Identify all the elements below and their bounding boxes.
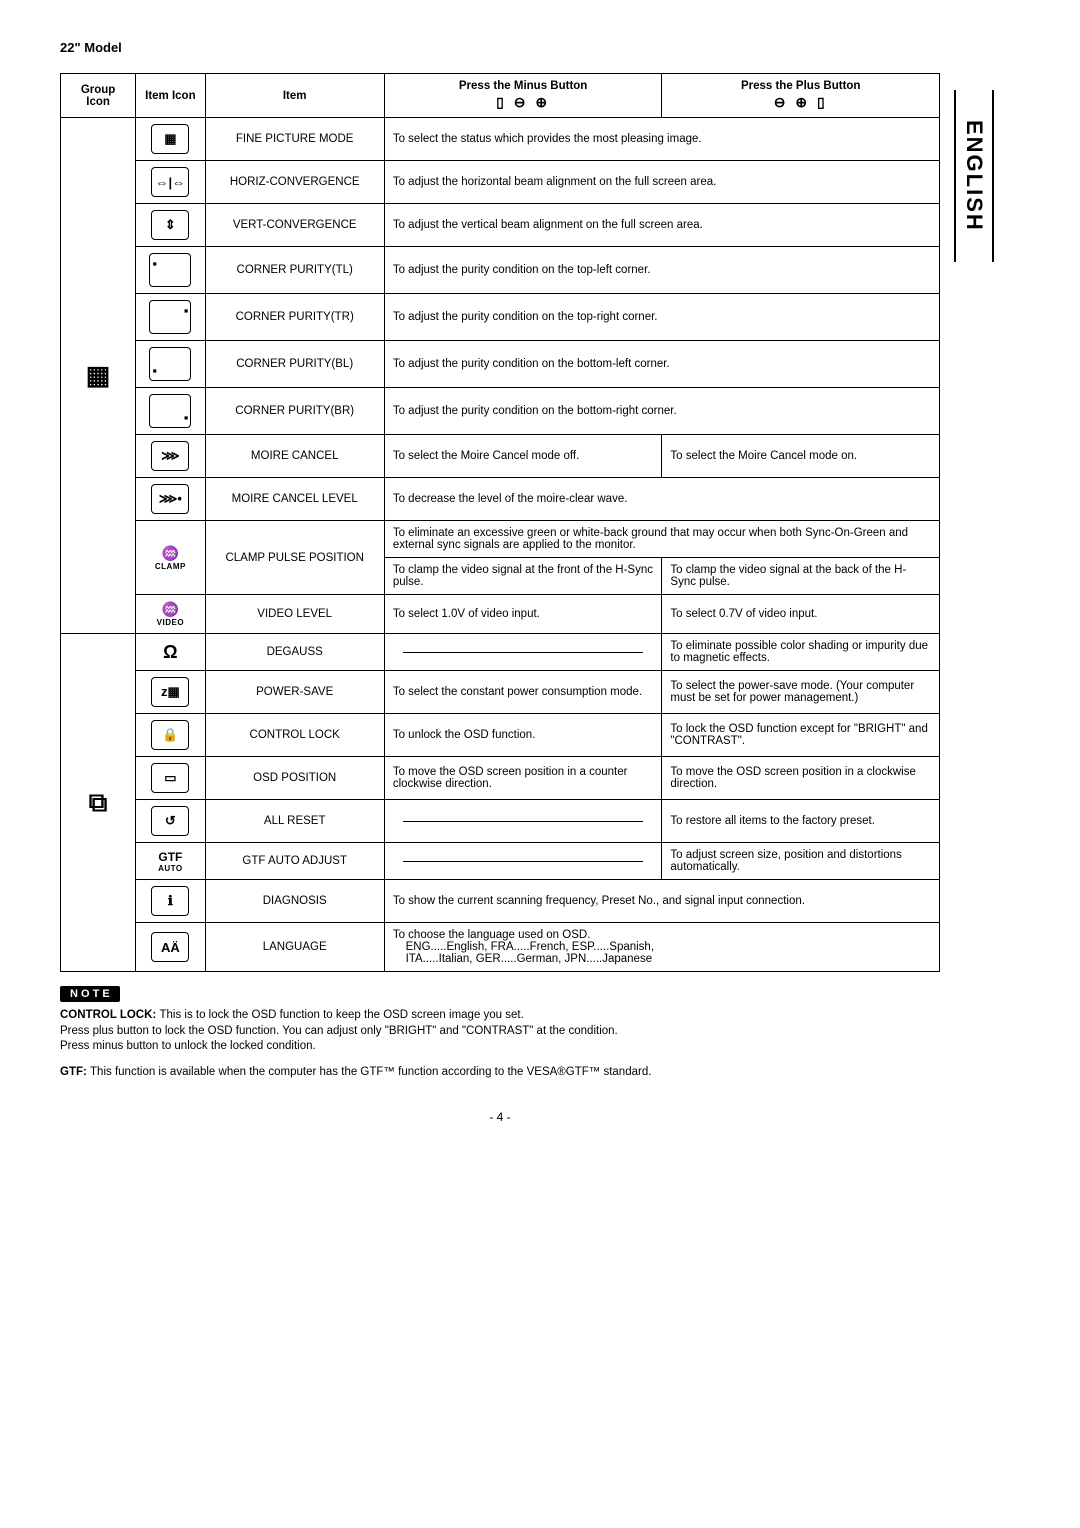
r15-plus: To move the OSD screen position in a clo… xyxy=(662,757,940,800)
th-item: Item xyxy=(205,74,384,118)
r13-plus: To select the power-save mode. (Your com… xyxy=(662,671,940,714)
r5-item: CORNER PURITY(TR) xyxy=(205,294,384,341)
r10-top: To eliminate an excessive green or white… xyxy=(384,521,939,558)
r17-plus: To adjust screen size, position and dist… xyxy=(662,843,940,880)
r14-plus: To lock the OSD function except for "BRI… xyxy=(662,714,940,757)
r2-desc: To adjust the horizontal beam alignment … xyxy=(384,161,939,204)
r5-icon: ▪ xyxy=(136,294,205,341)
r18-item: DIAGNOSIS xyxy=(205,880,384,923)
th-minus: Press the Minus Button ▯ ⊖ ⊕ xyxy=(384,74,662,118)
r11-item: VIDEO LEVEL xyxy=(205,595,384,634)
r16-plus: To restore all items to the factory pres… xyxy=(662,800,940,843)
r13-item: POWER-SAVE xyxy=(205,671,384,714)
r7-desc: To adjust the purity condition on the bo… xyxy=(384,388,939,435)
r19-icon: AÄ xyxy=(136,923,205,972)
r4-icon: ▪ xyxy=(136,247,205,294)
r17-item: GTF AUTO ADJUST xyxy=(205,843,384,880)
r16-item: ALL RESET xyxy=(205,800,384,843)
page-number: - 4 - xyxy=(60,1110,940,1124)
r2-item: HORIZ-CONVERGENCE xyxy=(205,161,384,204)
r12-minus xyxy=(384,634,662,671)
r19-item: LANGUAGE xyxy=(205,923,384,972)
r6-icon: ▪ xyxy=(136,341,205,388)
model-title: 22" Model xyxy=(60,40,940,55)
r10-icon: ♒ CLAMP xyxy=(136,521,205,595)
r1-desc: To select the status which provides the … xyxy=(384,118,939,161)
r5-desc: To adjust the purity condition on the to… xyxy=(384,294,939,341)
r11-minus: To select 1.0V of video input. xyxy=(384,595,662,634)
r12-icon: Ω xyxy=(136,634,205,671)
group1-icon: ▦ xyxy=(86,360,111,391)
r7-icon: ▪ xyxy=(136,388,205,435)
r16-minus xyxy=(384,800,662,843)
r18-desc: To show the current scanning frequency, … xyxy=(384,880,939,923)
r3-icon: ⇕ xyxy=(136,204,205,247)
r2-icon: ⇔|⇔ xyxy=(136,161,205,204)
r11-plus: To select 0.7V of video input. xyxy=(662,595,940,634)
r15-icon: ▭ xyxy=(136,757,205,800)
r6-item: CORNER PURITY(BL) xyxy=(205,341,384,388)
group1-icon-cell: ▦ xyxy=(61,118,136,634)
r9-item: MOIRE CANCEL LEVEL xyxy=(205,478,384,521)
r17-minus xyxy=(384,843,662,880)
r1-item: FINE PICTURE MODE xyxy=(205,118,384,161)
r12-plus: To eliminate possible color shading or i… xyxy=(662,634,940,671)
th-plus-label: Press the Plus Button xyxy=(741,80,861,92)
r14-icon: 🔒 xyxy=(136,714,205,757)
r12-item: DEGAUSS xyxy=(205,634,384,671)
r9-desc: To decrease the level of the moire-clear… xyxy=(384,478,939,521)
r13-icon: z▦ xyxy=(136,671,205,714)
r19-desc: To choose the language used on OSD. ENG.… xyxy=(384,923,939,972)
r10-minus: To clamp the video signal at the front o… xyxy=(384,558,662,595)
r13-minus: To select the constant power consumption… xyxy=(384,671,662,714)
r15-minus: To move the OSD screen position in a cou… xyxy=(384,757,662,800)
plus-icon: ⊖ ⊕ ▯ xyxy=(774,94,828,111)
r17-icon: GTF AUTO xyxy=(136,843,205,880)
r18-icon: ℹ xyxy=(136,880,205,923)
r3-item: VERT-CONVERGENCE xyxy=(205,204,384,247)
th-plus: Press the Plus Button ⊖ ⊕ ▯ xyxy=(662,74,940,118)
r10-plus: To clamp the video signal at the back of… xyxy=(662,558,940,595)
r16-icon: ↺ xyxy=(136,800,205,843)
r11-icon: ♒ VIDEO xyxy=(136,595,205,634)
r7-item: CORNER PURITY(BR) xyxy=(205,388,384,435)
r14-item: CONTROL LOCK xyxy=(205,714,384,757)
r4-item: CORNER PURITY(TL) xyxy=(205,247,384,294)
group2-icon: ⧉ xyxy=(89,787,108,819)
r8-minus: To select the Moire Cancel mode off. xyxy=(384,435,662,478)
th-itemicon: Item Icon xyxy=(136,74,205,118)
r8-plus: To select the Moire Cancel mode on. xyxy=(662,435,940,478)
osd-table: Group Icon Item Icon Item Press the Minu… xyxy=(60,73,940,972)
r15-item: OSD POSITION xyxy=(205,757,384,800)
r10-item: CLAMP PULSE POSITION xyxy=(205,521,384,595)
r9-icon: ⋙• xyxy=(136,478,205,521)
note-text-2: GTF: This function is available when the… xyxy=(60,1065,940,1081)
note-text-1: CONTROL LOCK: This is to lock the OSD fu… xyxy=(60,1008,940,1055)
r4-desc: To adjust the purity condition on the to… xyxy=(384,247,939,294)
r14-minus: To unlock the OSD function. xyxy=(384,714,662,757)
r1-icon: ▦ xyxy=(136,118,205,161)
th-minus-label: Press the Minus Button xyxy=(459,80,587,92)
th-group: Group Icon xyxy=(61,74,136,118)
r8-icon: ⋙ xyxy=(136,435,205,478)
minus-icon: ▯ ⊖ ⊕ xyxy=(496,94,550,111)
group2-icon-cell: ⧉ xyxy=(61,634,136,972)
note-badge: N O T E xyxy=(60,986,120,1002)
language-tab: ENGLISH xyxy=(954,90,994,262)
r8-item: MOIRE CANCEL xyxy=(205,435,384,478)
r3-desc: To adjust the vertical beam alignment on… xyxy=(384,204,939,247)
r6-desc: To adjust the purity condition on the bo… xyxy=(384,341,939,388)
